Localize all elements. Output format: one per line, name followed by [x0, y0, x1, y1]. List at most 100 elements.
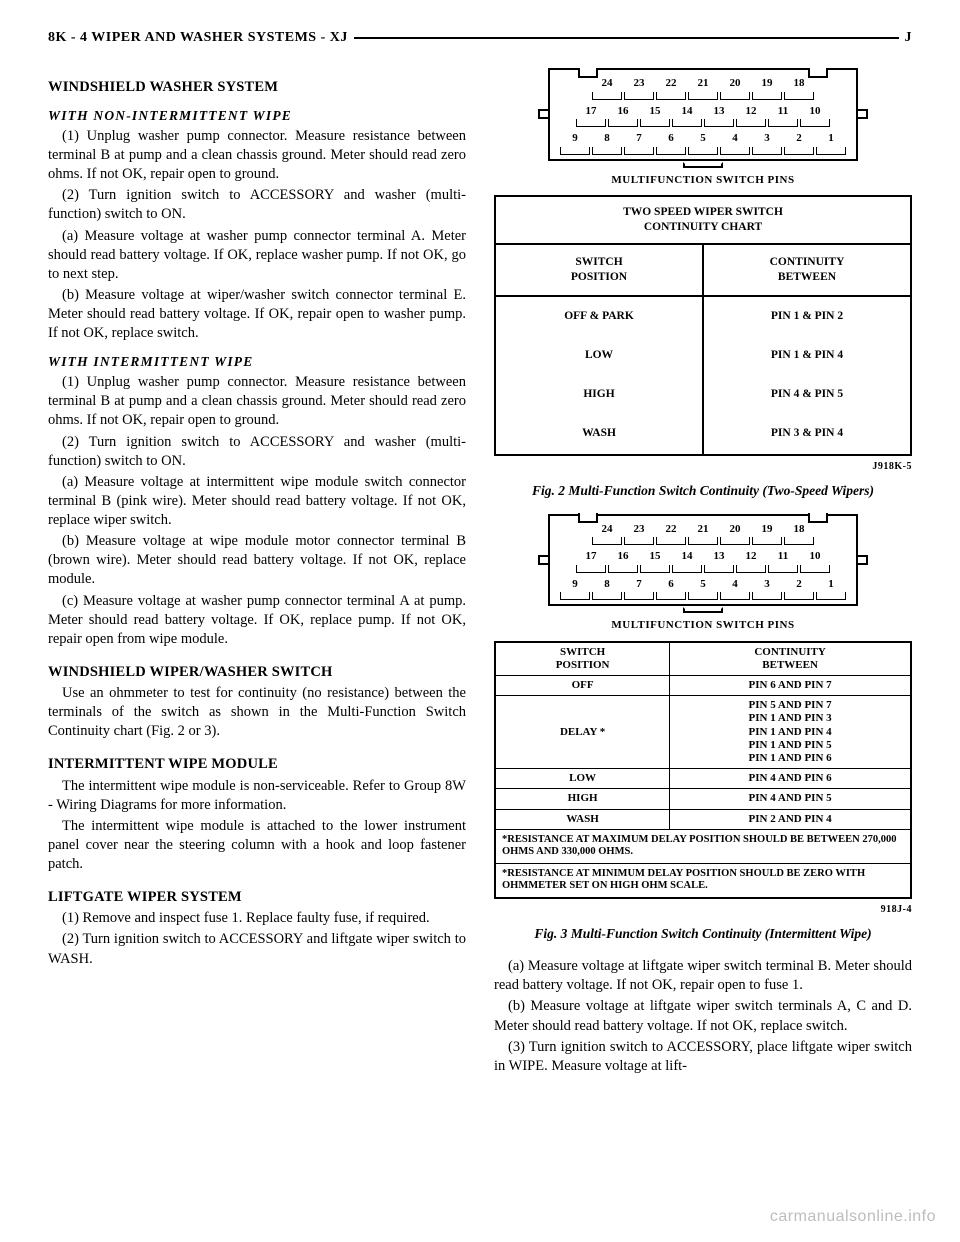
pin-label: 14 [672, 102, 702, 119]
table-title-line: CONTINUITY CHART [644, 221, 762, 233]
table-note: *RESISTANCE AT MAXIMUM DELAY POSITION SH… [495, 829, 911, 863]
watermark-footer: carmanualsonline.info [770, 1208, 936, 1226]
table-col-header: SWITCH POSITION [495, 642, 670, 676]
continuity-table-intermittent: SWITCH POSITION CONTINUITY BETWEEN OFFPI… [494, 641, 912, 899]
pin-label: 12 [736, 547, 766, 564]
cell: LOW [495, 769, 670, 789]
cell: PIN 4 AND PIN 6 [670, 769, 911, 789]
pin-label: 4 [720, 129, 750, 146]
para: (2) Turn ignition switch to ACCESSORY an… [48, 930, 466, 968]
pin-label: 22 [656, 74, 686, 91]
para: (a) Measure voltage at liftgate wiper sw… [494, 957, 912, 995]
pin-label: 23 [624, 74, 654, 91]
pin-label: 20 [720, 520, 750, 537]
para: (a) Measure voltage at intermittent wipe… [48, 473, 466, 530]
col-text: SWITCH POSITION [556, 646, 610, 671]
figure-ref: J918K-5 [494, 460, 912, 473]
heading-washer-system: WINDSHIELD WASHER SYSTEM [48, 78, 466, 97]
figure-ref: 918J-4 [494, 903, 912, 916]
table-note: *RESISTANCE AT MINIMUM DELAY POSITION SH… [495, 863, 911, 898]
pin-label: 23 [624, 520, 654, 537]
pin-label: 16 [608, 102, 638, 119]
pin-label: 11 [768, 547, 798, 564]
pin-label: 7 [624, 129, 654, 146]
connector-diagram-2: 24 23 22 21 20 19 18 17 16 15 [548, 514, 858, 633]
page-header: 8K - 4 WIPER AND WASHER SYSTEMS - XJ J [48, 30, 912, 46]
pin-label: 5 [688, 129, 718, 146]
cell: HIGH [495, 375, 703, 414]
heading-liftgate: LIFTGATE WIPER SYSTEM [48, 888, 466, 907]
pin-label: 15 [640, 102, 670, 119]
pin-label: 2 [784, 575, 814, 592]
header-rule [354, 37, 899, 39]
cell: HIGH [495, 789, 670, 809]
heading-intermittent-module: INTERMITTENT WIPE MODULE [48, 755, 466, 774]
para: (3) Turn ignition switch to ACCESSORY, p… [494, 1038, 912, 1076]
para: The intermittent wipe module is non-serv… [48, 777, 466, 815]
cell: PIN 6 AND PIN 7 [670, 676, 911, 696]
pin-label: 19 [752, 74, 782, 91]
table-col-header: CONTINUITY BETWEEN [703, 244, 911, 296]
para: (b) Measure voltage at wiper/washer swit… [48, 286, 466, 343]
pin-label: 5 [688, 575, 718, 592]
connector-label: MULTIFUNCTION SWITCH PINS [548, 173, 858, 188]
pin-label: 7 [624, 575, 654, 592]
para: (1) Unplug washer pump connector. Measur… [48, 127, 466, 184]
pin-label: 20 [720, 74, 750, 91]
pin-label: 16 [608, 547, 638, 564]
heading-wiper-washer-switch: WINDSHIELD WIPER/WASHER SWITCH [48, 663, 466, 682]
para: The intermittent wipe module is attached… [48, 817, 466, 874]
cell: PIN 5 AND PIN 7 PIN 1 AND PIN 3 PIN 1 AN… [670, 696, 911, 769]
table-col-header: CONTINUITY BETWEEN [670, 642, 911, 676]
cell: WASH [495, 809, 670, 829]
right-column: 24 23 22 21 20 19 18 17 16 15 [494, 64, 912, 1078]
col-text: CONTINUITY BETWEEN [770, 256, 845, 283]
pin-label: 9 [560, 575, 590, 592]
table-title: TWO SPEED WIPER SWITCH CONTINUITY CHART [495, 196, 911, 244]
header-left: 8K - 4 WIPER AND WASHER SYSTEMS - XJ [48, 30, 348, 46]
pin-label: 21 [688, 520, 718, 537]
cell: PIN 3 & PIN 4 [703, 414, 911, 454]
connector-diagram-1: 24 23 22 21 20 19 18 17 16 15 [548, 68, 858, 187]
pin-label: 13 [704, 547, 734, 564]
pin-label: 22 [656, 520, 686, 537]
cell: LOW [495, 336, 703, 375]
pin-label: 15 [640, 547, 670, 564]
para: (b) Measure voltage at liftgate wiper sw… [494, 997, 912, 1035]
para: (1) Unplug washer pump connector. Measur… [48, 373, 466, 430]
header-right: J [905, 30, 913, 46]
table-title-line: TWO SPEED WIPER SWITCH [623, 206, 783, 218]
pin-label: 8 [592, 129, 622, 146]
pin-label: 10 [800, 547, 830, 564]
pin-label: 10 [800, 102, 830, 119]
para: (2) Turn ignition switch to ACCESSORY an… [48, 433, 466, 471]
table-col-header: SWITCH POSITION [495, 244, 703, 296]
pin-label: 14 [672, 547, 702, 564]
pin-label: 17 [576, 547, 606, 564]
figure-caption-3: Fig. 3 Multi-Function Switch Continuity … [494, 926, 912, 943]
para: (2) Turn ignition switch to ACCESSORY an… [48, 186, 466, 224]
pin-label: 19 [752, 520, 782, 537]
figure-caption-2: Fig. 2 Multi-Function Switch Continuity … [494, 483, 912, 500]
left-column: WINDSHIELD WASHER SYSTEM WITH NON-INTERM… [48, 64, 466, 1078]
continuity-table-two-speed: TWO SPEED WIPER SWITCH CONTINUITY CHART … [494, 195, 912, 455]
cell: OFF & PARK [495, 296, 703, 336]
pin-label: 2 [784, 129, 814, 146]
para: Use an ohmmeter to test for continuity (… [48, 684, 466, 741]
para: (b) Measure voltage at wipe module motor… [48, 532, 466, 589]
pin-label: 3 [752, 129, 782, 146]
heading-intermittent: WITH INTERMITTENT WIPE [48, 353, 466, 371]
pin-label: 6 [656, 129, 686, 146]
pin-label: 21 [688, 74, 718, 91]
pin-label: 8 [592, 575, 622, 592]
cell: PIN 4 AND PIN 5 [670, 789, 911, 809]
pin-label: 12 [736, 102, 766, 119]
cell: PIN 1 & PIN 2 [703, 296, 911, 336]
para: (a) Measure voltage at washer pump conne… [48, 227, 466, 284]
pin-label: 3 [752, 575, 782, 592]
pin-label: 17 [576, 102, 606, 119]
cell: PIN 2 AND PIN 4 [670, 809, 911, 829]
pin-label: 1 [816, 575, 846, 592]
cell: PIN 1 & PIN 4 [703, 336, 911, 375]
pin-label: 6 [656, 575, 686, 592]
